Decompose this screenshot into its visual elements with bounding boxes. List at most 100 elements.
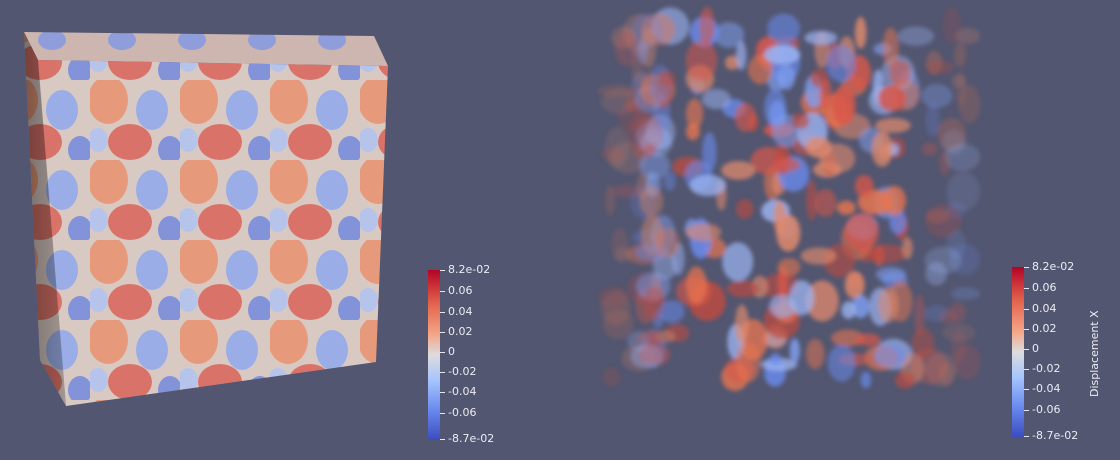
volume-blob	[604, 126, 630, 168]
volume-blob	[639, 151, 670, 180]
volume-blob	[701, 88, 731, 110]
volume-blob	[614, 247, 632, 263]
volume-blob	[764, 45, 801, 65]
cube-volume-render	[597, 6, 981, 391]
volume-blob	[868, 244, 906, 264]
volume-blob	[636, 114, 664, 153]
volume-blob	[777, 258, 801, 277]
volume-blob	[804, 31, 838, 45]
volume-blob	[722, 242, 754, 282]
volume-blob	[951, 74, 967, 89]
colorbar-title: Displacement X	[1088, 310, 1101, 397]
volume-blob	[657, 300, 685, 323]
volume-blob	[854, 333, 881, 347]
volume-blob	[954, 42, 967, 68]
colorbar-label: -0.02	[1032, 362, 1061, 375]
volume-blob	[724, 55, 740, 70]
volume-blob	[727, 280, 759, 298]
right-colorbar: 8.2e-02 0.06 0.04 0.02 0 -0.02 -0.04 -0.…	[1012, 260, 1120, 457]
volume-blob	[851, 294, 870, 319]
colorbar-label: 0.02	[448, 325, 473, 338]
volume-blob	[736, 40, 747, 71]
volume-blob	[800, 247, 837, 265]
colorbar-gradient	[428, 270, 440, 440]
volume-blob	[882, 27, 899, 67]
colorbar-label: 0.06	[1032, 281, 1057, 294]
volume-blob	[806, 180, 818, 221]
volume-blob	[950, 287, 981, 300]
volume-blob	[767, 13, 801, 44]
volume-blob	[713, 22, 745, 48]
right-render-view[interactable]: 8.2e-02 0.06 0.04 0.02 0 -0.02 -0.04 -0.…	[560, 0, 1120, 457]
volume-blob	[911, 328, 935, 359]
colorbar-label: 0	[448, 345, 455, 358]
volume-blob	[699, 6, 715, 45]
volume-blob	[955, 27, 981, 45]
volume-blob	[882, 185, 906, 216]
volume-blob	[826, 45, 856, 83]
volume-blob	[819, 78, 832, 111]
volume-blob	[873, 344, 906, 368]
volume-blob	[921, 142, 939, 156]
volume-blob	[654, 227, 680, 258]
volume-blob	[602, 309, 634, 340]
volume-blob	[614, 30, 639, 67]
volume-blob	[888, 59, 911, 86]
volume-blob	[939, 150, 950, 176]
volume-blob	[871, 131, 893, 167]
colorbar-label: -0.04	[1032, 382, 1061, 395]
volume-blob	[637, 40, 648, 64]
volume-blob	[735, 304, 749, 344]
volume-blob	[611, 184, 643, 198]
left-colorbar: 8.2e-02 0.06 0.04 0.02 0 -0.02 -0.04 -0.…	[428, 263, 548, 460]
colorbar-label: 0.04	[1032, 302, 1057, 315]
volume-blob	[937, 117, 966, 151]
volume-blob	[602, 367, 620, 387]
volume-blob	[663, 171, 676, 191]
volume-blob	[953, 344, 981, 380]
volume-blob	[897, 26, 934, 46]
volume-blob	[875, 118, 911, 133]
volume-blob	[735, 342, 761, 383]
volume-blob	[645, 330, 664, 346]
volume-blob	[921, 83, 953, 109]
volume-blob	[805, 280, 839, 322]
volume-blob	[837, 200, 856, 215]
colorbar-label: -0.06	[448, 406, 477, 419]
volume-blob	[902, 237, 913, 260]
volume-blob	[636, 272, 671, 301]
volume-blob	[925, 60, 955, 75]
colorbar-label-min: -8.7e-02	[1032, 429, 1079, 442]
volume-blob	[805, 137, 832, 158]
volume-blob	[844, 271, 865, 299]
volume-blob	[734, 102, 756, 132]
colorbar-label: 0.06	[448, 284, 473, 297]
volume-blob	[685, 223, 722, 242]
volume-blob	[860, 371, 872, 389]
volume-blob	[914, 294, 925, 337]
volume-blob	[827, 344, 856, 382]
colorbar-label-max: 8.2e-02	[1032, 260, 1075, 273]
colorbar-label-max: 8.2e-02	[448, 263, 491, 276]
volume-blob	[702, 132, 717, 172]
volume-blob	[685, 40, 718, 82]
volume-blob	[894, 371, 916, 389]
volume-blob	[944, 143, 981, 172]
colorbar-label: 0.04	[448, 305, 473, 318]
volume-blob	[644, 143, 657, 158]
volume-blob	[777, 64, 796, 90]
volume-blob	[844, 213, 879, 252]
colorbar-label: -0.02	[448, 365, 477, 378]
volume-blob	[639, 186, 664, 217]
volume-blob	[925, 103, 940, 137]
left-render-view[interactable]: 8.2e-02 0.06 0.04 0.02 0 -0.02 -0.04 -0.…	[0, 0, 560, 457]
volume-blob	[854, 175, 874, 198]
volume-blob	[769, 353, 782, 366]
volume-blob	[689, 174, 727, 196]
volume-blob	[685, 266, 707, 304]
volume-blob	[814, 189, 837, 217]
colorbar-label: 0	[1032, 342, 1039, 355]
volume-blob	[939, 309, 957, 325]
volume-blob	[939, 362, 955, 387]
colorbar-label: -0.04	[448, 385, 477, 398]
